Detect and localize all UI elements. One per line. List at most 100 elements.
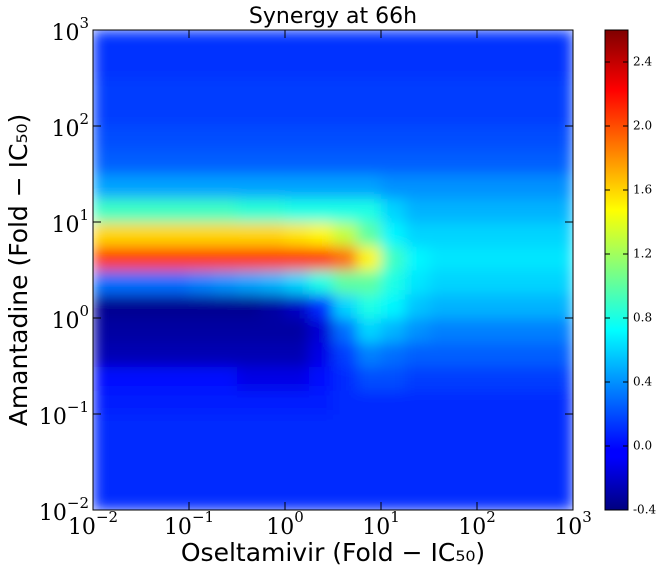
x-axis-label: Oseltamivir (Fold − IC₅₀) bbox=[181, 538, 485, 567]
heatmap-cell bbox=[453, 53, 478, 79]
heatmap-cell bbox=[212, 102, 238, 127]
heatmap-cell bbox=[476, 245, 502, 271]
heatmap-cell bbox=[380, 222, 406, 247]
heatmap-cell bbox=[429, 461, 454, 487]
heatmap-cell bbox=[116, 437, 142, 463]
heatmap-cell bbox=[188, 365, 214, 391]
heatmap-cell bbox=[308, 77, 334, 103]
heatmap-cell bbox=[380, 294, 406, 319]
tick-base: 10 bbox=[51, 213, 79, 238]
heatmap-cell bbox=[212, 461, 238, 487]
heatmap-cell bbox=[165, 77, 190, 103]
heatmap-cell bbox=[333, 294, 358, 319]
heatmap-cell bbox=[261, 149, 286, 175]
heatmap-cell bbox=[453, 437, 478, 463]
heatmap-cell bbox=[404, 245, 430, 271]
heatmap-cell bbox=[500, 173, 526, 199]
heatmap-cell bbox=[261, 102, 286, 127]
heatmap-cell bbox=[500, 341, 526, 367]
heatmap-cell bbox=[333, 437, 358, 463]
heatmap-cell bbox=[404, 341, 430, 367]
heatmap-cell bbox=[357, 198, 382, 223]
tick-exponent: 2 bbox=[486, 508, 496, 526]
heatmap-cell bbox=[453, 77, 478, 103]
heatmap-cell bbox=[500, 198, 526, 223]
heatmap-cell bbox=[308, 102, 334, 127]
heatmap-cell bbox=[549, 126, 573, 151]
heatmap-cell bbox=[453, 365, 478, 391]
heatmap-cell bbox=[188, 126, 214, 151]
heatmap-cell bbox=[525, 53, 550, 79]
heatmap-cell bbox=[93, 318, 118, 343]
heatmap-cell bbox=[380, 173, 406, 199]
tick-exponent: 2 bbox=[79, 110, 89, 128]
x-tick-label: 102 bbox=[458, 508, 496, 540]
y-tick-label: 10−1 bbox=[39, 398, 89, 430]
heatmap-cell bbox=[116, 341, 142, 367]
tick-exponent: 1 bbox=[79, 206, 89, 224]
heatmap-cell bbox=[237, 294, 262, 319]
heatmap-cell bbox=[165, 30, 190, 55]
heatmap-cell bbox=[261, 198, 286, 223]
heatmap-cell bbox=[500, 390, 526, 415]
heatmap-cell bbox=[476, 437, 502, 463]
heatmap-cell bbox=[404, 77, 430, 103]
heatmap-cell bbox=[357, 149, 382, 175]
heatmap-cell bbox=[141, 126, 166, 151]
heatmap-cell bbox=[333, 390, 358, 415]
heatmap-cell bbox=[188, 341, 214, 367]
tick-base: 10 bbox=[39, 501, 67, 526]
heatmap-cell bbox=[93, 437, 118, 463]
heatmap-cell bbox=[141, 341, 166, 367]
heatmap-cell bbox=[333, 53, 358, 79]
heatmap-cell bbox=[308, 198, 334, 223]
heatmap-cell bbox=[308, 414, 334, 439]
heatmap-cell bbox=[93, 198, 118, 223]
heatmap-cell bbox=[500, 30, 526, 55]
heatmap bbox=[93, 30, 573, 510]
heatmap-cell bbox=[237, 486, 262, 510]
heatmap-cell bbox=[476, 126, 502, 151]
heatmap-cell bbox=[357, 294, 382, 319]
heatmap-cell bbox=[525, 486, 550, 510]
heatmap-cell bbox=[212, 390, 238, 415]
heatmap-cell bbox=[261, 365, 286, 391]
heatmap-cell bbox=[404, 53, 430, 79]
heatmap-cell bbox=[500, 318, 526, 343]
heatmap-cell bbox=[380, 437, 406, 463]
heatmap-cell bbox=[453, 102, 478, 127]
heatmap-cell bbox=[453, 486, 478, 510]
heatmap-cell bbox=[212, 318, 238, 343]
heatmap-cell bbox=[453, 341, 478, 367]
heatmap-cell bbox=[188, 437, 214, 463]
tick-base: 10 bbox=[51, 21, 79, 46]
y-tick-label: 102 bbox=[51, 110, 89, 142]
heatmap-cell bbox=[404, 365, 430, 391]
heatmap-cell bbox=[308, 365, 334, 391]
heatmap-cell bbox=[476, 53, 502, 79]
tick-base: 10 bbox=[554, 515, 582, 540]
heatmap-cell bbox=[308, 437, 334, 463]
heatmap-cell bbox=[237, 173, 262, 199]
tick-exponent: 3 bbox=[582, 508, 592, 526]
tick-exponent: −1 bbox=[192, 508, 214, 526]
heatmap-cell bbox=[93, 294, 118, 319]
x-tick-label: 103 bbox=[554, 508, 592, 540]
heatmap-cell bbox=[261, 437, 286, 463]
heatmap-cell bbox=[333, 198, 358, 223]
heatmap-cell bbox=[333, 341, 358, 367]
heatmap-cell bbox=[237, 318, 262, 343]
heatmap-cell bbox=[284, 245, 310, 271]
heatmap-cell bbox=[476, 269, 502, 295]
heatmap-cell bbox=[357, 365, 382, 391]
heatmap-cell bbox=[500, 222, 526, 247]
heatmap-cell bbox=[476, 173, 502, 199]
heatmap-cell bbox=[380, 53, 406, 79]
heatmap-cell bbox=[404, 318, 430, 343]
heatmap-cell bbox=[93, 414, 118, 439]
heatmap-cell bbox=[141, 245, 166, 271]
heatmap-cell bbox=[165, 437, 190, 463]
heatmap-cell bbox=[165, 102, 190, 127]
heatmap-cell bbox=[93, 173, 118, 199]
heatmap-cell bbox=[261, 390, 286, 415]
